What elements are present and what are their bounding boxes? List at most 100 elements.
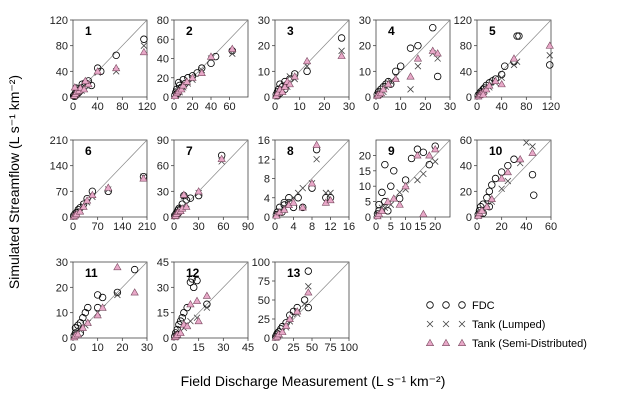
data-point bbox=[392, 67, 400, 76]
y-tick-label: 0 bbox=[163, 333, 169, 345]
x-tick-label: 0 bbox=[171, 101, 177, 113]
data-point bbox=[187, 317, 194, 325]
data-point bbox=[337, 51, 346, 59]
y-tick-label: 4 bbox=[264, 193, 270, 205]
panel-5: 0 40 80 120 0 40 80 120 5 bbox=[454, 15, 561, 113]
data-point bbox=[93, 291, 102, 299]
panel-3: 0 10 20 30 0 10 20 30 3 bbox=[258, 15, 355, 113]
data-point bbox=[78, 323, 87, 331]
series-triangle bbox=[373, 46, 442, 99]
data-point bbox=[79, 314, 87, 322]
y-tick-label: 25 bbox=[258, 314, 270, 326]
data-point bbox=[182, 77, 192, 85]
x-tick-label: 0 bbox=[272, 342, 278, 354]
x-tick-label: 20 bbox=[186, 101, 198, 113]
data-point bbox=[485, 81, 494, 89]
data-point bbox=[304, 303, 312, 312]
x-tick-label: 40 bbox=[520, 221, 532, 233]
data-point bbox=[188, 275, 196, 283]
x-tick-label: 25 bbox=[287, 342, 299, 354]
data-point bbox=[193, 276, 201, 285]
data-point bbox=[326, 195, 335, 204]
data-point bbox=[497, 174, 506, 182]
x-tick-label: 60 bbox=[545, 221, 557, 233]
data-point bbox=[194, 316, 203, 325]
data-point bbox=[140, 42, 148, 49]
x-tick-label: 120 bbox=[542, 101, 560, 113]
data-point bbox=[298, 203, 307, 211]
series-triangle bbox=[70, 262, 139, 341]
data-point bbox=[98, 303, 107, 311]
data-point bbox=[180, 308, 188, 317]
x-tick-label: 0 bbox=[70, 342, 76, 354]
data-point bbox=[114, 291, 121, 299]
x-tick-label: 30 bbox=[217, 342, 229, 354]
y-tick-label: 100 bbox=[252, 257, 270, 269]
data-point bbox=[182, 202, 191, 210]
legend: FDC Tank (Lumped) Tank (Semi-Distributed) bbox=[425, 300, 587, 350]
data-point bbox=[434, 55, 441, 62]
y-tick-label: 0 bbox=[62, 92, 68, 104]
y-tick-label: 20 bbox=[460, 186, 472, 198]
x-tick-label: 40 bbox=[496, 101, 508, 113]
panel-number: 1 bbox=[85, 24, 92, 38]
data-point bbox=[278, 87, 287, 95]
y-tick-label: 10 bbox=[56, 308, 68, 320]
data-point bbox=[203, 304, 211, 311]
series-triangle bbox=[474, 148, 537, 219]
y-tick-label: 60 bbox=[157, 34, 169, 46]
panel-number: 12 bbox=[186, 266, 200, 280]
x-tick-label: 8 bbox=[309, 221, 315, 233]
x-axis-title: Field Discharge Measurement (L s⁻¹ km⁻²) bbox=[181, 373, 446, 389]
x-tick-label: 0 bbox=[373, 101, 379, 113]
panel-number: 8 bbox=[287, 144, 294, 158]
data-point bbox=[207, 59, 215, 68]
data-point bbox=[112, 51, 120, 59]
data-point bbox=[278, 327, 287, 335]
data-point bbox=[413, 54, 423, 62]
y-tick-label: 10 bbox=[258, 66, 270, 78]
data-point bbox=[93, 310, 102, 319]
data-point bbox=[419, 209, 428, 217]
data-point bbox=[307, 179, 317, 187]
data-point bbox=[401, 181, 410, 190]
data-point bbox=[194, 187, 203, 195]
x-tick-label: 40 bbox=[92, 101, 104, 113]
x-tick-label: 140 bbox=[113, 221, 131, 233]
legend-marker bbox=[426, 301, 434, 309]
data-point bbox=[76, 319, 85, 327]
data-point bbox=[304, 288, 313, 296]
data-point bbox=[528, 170, 537, 179]
data-point bbox=[327, 189, 334, 197]
data-point bbox=[75, 207, 85, 215]
data-point bbox=[313, 155, 320, 163]
data-point bbox=[396, 189, 403, 196]
y-tick-label: 30 bbox=[157, 186, 169, 198]
series-triangle bbox=[170, 291, 212, 341]
y-tick-label: 80 bbox=[460, 41, 472, 53]
data-point bbox=[420, 170, 427, 178]
y-tick-label: 210 bbox=[50, 135, 68, 147]
data-point bbox=[186, 300, 195, 308]
data-point bbox=[139, 47, 149, 56]
x-tick-label: 0 bbox=[474, 221, 480, 233]
data-point bbox=[302, 56, 312, 65]
data-point bbox=[390, 167, 398, 175]
y-tick-label: 60 bbox=[460, 135, 472, 147]
legend-item: FDC bbox=[426, 300, 495, 312]
y-tick-label: 0 bbox=[365, 212, 371, 224]
y-axis-title: Simulated Streamflow (L s⁻¹ km⁻²) bbox=[6, 75, 22, 289]
data-point bbox=[303, 62, 311, 70]
data-point bbox=[396, 62, 405, 70]
legend-item: Tank (Semi-Distributed) bbox=[425, 338, 587, 350]
data-point bbox=[498, 74, 505, 82]
data-point bbox=[546, 61, 554, 69]
data-point bbox=[70, 83, 79, 91]
data-point bbox=[289, 198, 298, 206]
data-point bbox=[303, 67, 311, 76]
x-tick-label: 0 bbox=[171, 221, 177, 233]
y-tick-label: 40 bbox=[157, 54, 169, 66]
y-tick-label: 0 bbox=[62, 212, 68, 224]
